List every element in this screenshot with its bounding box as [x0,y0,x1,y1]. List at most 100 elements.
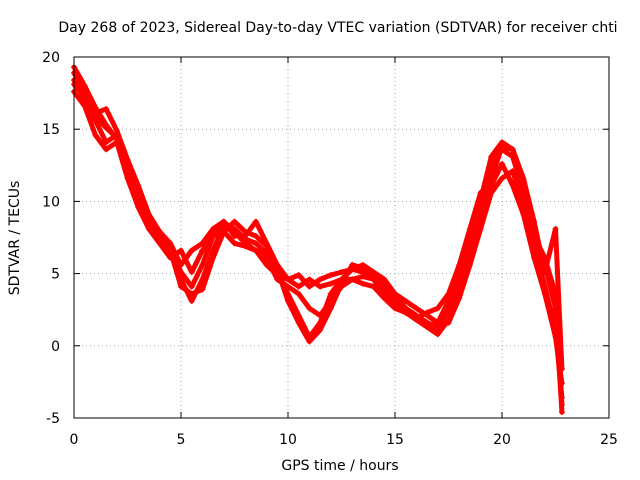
data-point [488,189,495,196]
data-point [135,196,142,203]
data-point [92,131,99,138]
data-point [317,283,324,290]
data-point [499,175,505,182]
x-tick-label: 10 [279,432,297,448]
data-point [103,139,110,146]
data-point [456,295,463,302]
data-point [242,243,249,250]
data-point [327,272,334,279]
data-point [188,269,195,276]
data-point [263,243,270,250]
data-point [520,204,527,211]
data-point [81,103,88,110]
x-tick-label: 25 [600,432,618,448]
chart-title: Day 268 of 2023, Sidereal Day-to-day VTE… [58,20,617,36]
data-point [124,168,131,175]
data-point [359,280,366,287]
data-point [424,312,431,319]
data-point [295,319,302,326]
data-point [552,290,559,297]
data-point [338,280,345,287]
data-point [306,338,313,345]
data-point [295,283,302,290]
data-point [477,196,484,203]
data-point [103,105,110,112]
data-point [499,139,505,146]
data-point [488,153,495,160]
x-tick-label: 20 [493,432,511,448]
data-point [466,233,473,240]
data-point [541,254,548,261]
data-point [392,293,398,300]
data-point [220,218,227,225]
data-point [178,247,184,254]
data-point [531,233,538,240]
y-axis-label: SDTVAR / TECUs [7,181,23,296]
data-point [413,312,420,319]
data-point [231,240,238,247]
x-tick-label: 0 [70,432,79,448]
data-point [231,218,238,225]
data-point [327,280,334,287]
data-point [402,305,409,312]
data-point [317,326,324,333]
data-point [509,168,516,175]
data-point [434,305,441,312]
data-point [338,269,345,276]
data-point [349,261,356,268]
data-point [274,266,281,273]
data-point [178,261,184,268]
data-point [252,247,259,254]
x-axis-label: GPS time / hours [281,458,398,474]
data-point [381,276,388,283]
data-point [242,228,249,235]
y-tick-label: 5 [51,267,60,283]
data-point [509,146,516,153]
data-point [520,175,527,182]
grid [74,57,609,418]
y-tick-label: 15 [42,122,60,138]
plot-frame [73,56,610,419]
data-point [103,124,110,131]
data-point [359,264,366,271]
y-tick-label: -5 [46,411,60,427]
data-point [145,222,152,229]
data-point [349,276,356,283]
x-tick-label: 15 [386,432,404,448]
data-point [306,276,313,283]
data-point [295,272,302,279]
data-point [263,261,270,268]
data-point [285,283,291,290]
data-point [188,283,195,290]
data-point [252,240,259,247]
x-tick-label: 5 [177,432,186,448]
data-point [306,283,313,290]
data-point [135,182,142,189]
y-tick-label: 0 [51,339,60,355]
data-point [327,305,334,312]
data-point [178,283,184,290]
data-point [317,276,324,283]
data-point [199,240,206,247]
data-point [499,146,505,153]
data-point [285,298,291,305]
data-point [113,127,120,134]
data-point [381,295,388,302]
data-point [499,160,505,167]
data-point [402,298,409,305]
data-point [285,276,291,283]
y-tick-label: 10 [42,194,60,210]
data-point [317,312,324,319]
series-trace-4 [71,69,565,372]
data-point [263,254,270,261]
data-point [188,290,195,297]
data-point [370,283,377,290]
data-point [359,273,366,280]
data-point [552,225,559,232]
data-point [156,233,163,240]
data-point [541,290,548,297]
data-point [199,286,206,293]
data-point [199,247,206,254]
